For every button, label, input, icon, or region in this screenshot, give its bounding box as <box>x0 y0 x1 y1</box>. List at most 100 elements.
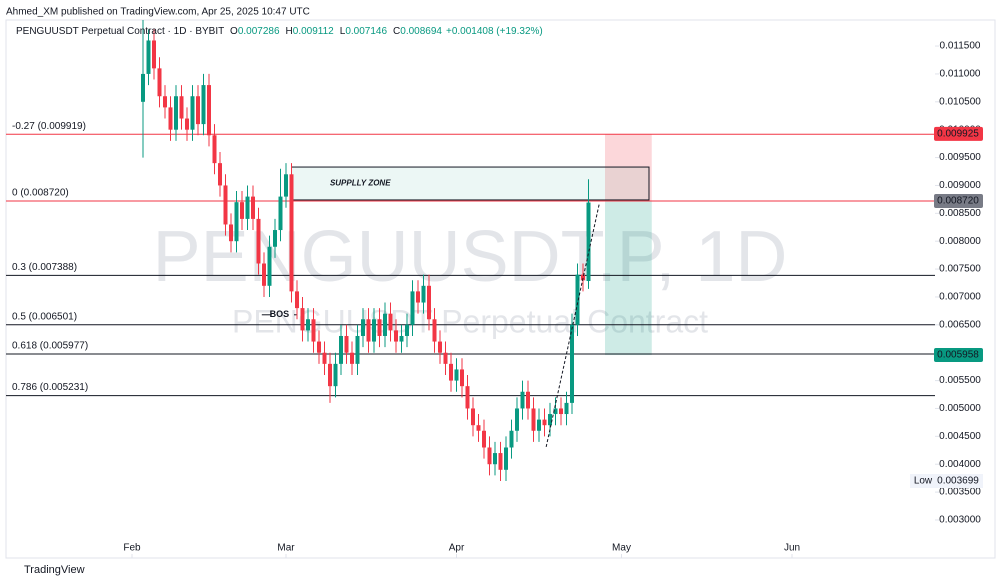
target-zone <box>605 201 652 356</box>
candle-body <box>333 363 338 387</box>
y-tick-label: 0.010500 <box>939 96 981 107</box>
x-tick-label: Jun <box>784 543 800 554</box>
ohlc-key: H <box>286 26 293 37</box>
candle-body <box>586 202 591 282</box>
candle-body <box>581 274 585 281</box>
y-tick-label: 0.011000 <box>940 69 981 80</box>
candle-body <box>421 285 426 303</box>
candle-body <box>212 135 217 164</box>
candle-body <box>504 447 508 470</box>
candle-body <box>416 291 420 303</box>
candle-body <box>284 174 288 197</box>
ohlc-key: O <box>230 26 238 37</box>
candle-body <box>454 369 459 381</box>
ohlc-value: 0.007286 <box>238 26 280 37</box>
candle-body <box>399 335 404 342</box>
supply-zone <box>291 166 650 201</box>
y-tick-label: 0.009500 <box>939 152 981 163</box>
candle-body <box>179 96 184 119</box>
candle-body <box>520 391 525 409</box>
y-tick-label: 0.005000 <box>939 403 981 414</box>
candle-body <box>168 107 173 130</box>
candle-body <box>361 319 365 336</box>
y-tick-label: 0.004500 <box>939 431 981 442</box>
projection-arrow <box>545 202 600 448</box>
ohlc-value: 0.008694 <box>400 26 442 37</box>
symbol-name: PENGUUSDT Perpetual Contract · 1D · BYBI… <box>16 26 224 37</box>
bos-label: BOS <box>270 309 290 319</box>
fib-label: 0.3 (0.007388) <box>12 262 77 273</box>
x-tick-label: Mar <box>277 543 295 554</box>
stop-zone <box>605 134 652 202</box>
candle-body <box>542 419 547 426</box>
x-tick-label: Feb <box>123 543 141 554</box>
plot <box>6 20 935 481</box>
price-label-bg <box>934 194 983 209</box>
candle-body <box>152 40 156 69</box>
candle-body <box>465 386 470 409</box>
candle-body <box>366 319 371 342</box>
candle-body <box>383 313 387 336</box>
candle-body <box>476 425 481 431</box>
candle-body <box>531 408 536 431</box>
candle-body <box>388 313 393 331</box>
candle-body <box>394 330 398 342</box>
watermark-subtitle: PENGUUSDT Perpetual Contract <box>232 303 708 339</box>
candle-body <box>218 163 222 186</box>
low-name: Low <box>914 476 933 487</box>
candle-body <box>575 274 580 325</box>
candle-body <box>498 453 503 470</box>
candle-body <box>278 196 283 231</box>
supply-zone-label: SUPPLLY ZONE <box>330 179 391 188</box>
price-label-bg <box>934 126 983 141</box>
candle-body <box>537 419 541 431</box>
candle-body <box>482 430 486 448</box>
candle-body <box>564 402 569 415</box>
y-tick-label: 0.006500 <box>939 319 981 330</box>
candle-body <box>185 118 189 130</box>
candle-body <box>300 308 305 331</box>
candle-body <box>344 335 349 353</box>
candle-body <box>553 408 558 415</box>
candle-body <box>427 285 431 320</box>
candle-body <box>328 363 332 387</box>
candle-body <box>449 363 453 381</box>
x-tick-label: May <box>612 543 631 554</box>
candle-body <box>157 68 162 97</box>
candle-body <box>267 246 272 286</box>
candle-body <box>432 319 437 342</box>
fib-label: 0.5 (0.006501) <box>12 311 77 322</box>
candle-body <box>322 352 327 364</box>
candle-body <box>245 196 250 219</box>
publisher: Ahmed_XM published on TradingView.com, A… <box>6 7 310 18</box>
candle-body <box>559 408 563 415</box>
fib-label: 0.786 (0.005231) <box>12 382 88 393</box>
ohlc-key: C <box>393 26 400 37</box>
candle-body <box>196 96 200 125</box>
candle-body <box>493 453 497 465</box>
candle-body <box>339 335 343 364</box>
symbol-legend: PENGUUSDT Perpetual Contract · 1D · BYBI… <box>16 26 543 37</box>
candle-body <box>460 369 464 387</box>
candle-body <box>410 291 415 325</box>
x-tick-label: Apr <box>449 543 465 554</box>
candle-body <box>251 196 255 219</box>
y-tick-label: 0.007000 <box>939 292 981 303</box>
candle-body <box>240 202 244 219</box>
candle-body <box>438 341 442 353</box>
price-label: 0.009925 <box>937 129 979 140</box>
candle-body <box>526 391 530 409</box>
candle-body <box>229 224 233 242</box>
candle-body <box>163 96 167 108</box>
candle-body <box>350 352 354 364</box>
fib-label: -0.27 (0.009919) <box>12 121 86 132</box>
candle-body <box>377 319 382 336</box>
candle-body <box>487 447 492 465</box>
low-label-bg <box>910 474 983 489</box>
candle-body <box>174 96 178 130</box>
candle-body <box>207 85 211 136</box>
candle-body <box>295 291 299 309</box>
candle-body <box>471 408 475 426</box>
change: +0.001408 (+19.32%) <box>446 26 543 37</box>
